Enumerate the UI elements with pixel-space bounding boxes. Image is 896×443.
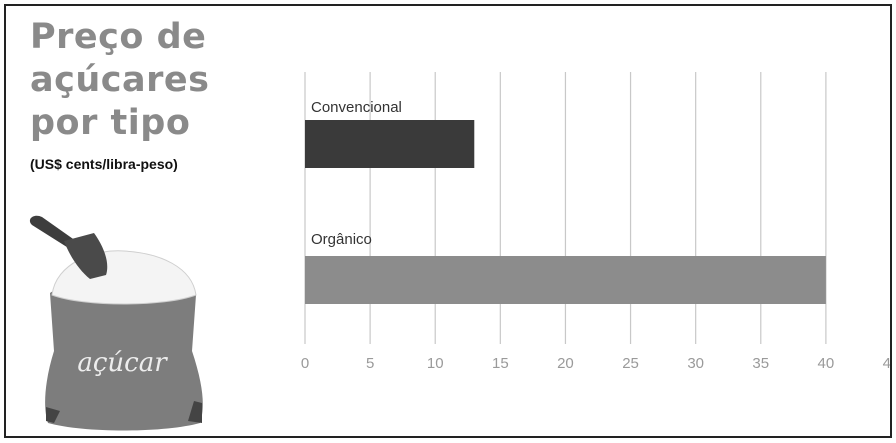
x-tick-label-45: 45 (883, 355, 890, 372)
bar-orgânico (305, 256, 826, 304)
category-label-orgânico: Orgânico (311, 231, 372, 248)
chart-subtitle: (US$ cents/libra-peso) (30, 156, 178, 172)
category-label-convencional: Convencional (311, 99, 402, 116)
x-tick-label-30: 30 (687, 355, 704, 372)
scoop-handle (29, 215, 76, 249)
bag-label: açúcar (77, 348, 168, 378)
bag-fold-right (188, 401, 202, 423)
x-tick-label-15: 15 (492, 355, 509, 372)
bag-fold-left (46, 407, 60, 423)
sugar-bag-icon: açúcar (29, 215, 203, 431)
bar-plot: 0 5 10 15 20 25 30 35 40 45 Convencional Orgânico (301, 72, 890, 372)
x-tick-label-35: 35 (752, 355, 769, 372)
x-tick-label-40: 40 (818, 355, 835, 372)
x-tick-label-10: 10 (427, 355, 444, 372)
x-tick-label-0: 0 (301, 355, 309, 372)
bag-body (45, 284, 203, 431)
chart-title: Preço de açúcares por tipo (30, 17, 210, 143)
scoop-cup (64, 233, 108, 279)
x-tick-label-20: 20 (557, 355, 574, 372)
chart-frame: Preço de açúcares por tipo (US$ cents/li… (4, 4, 892, 438)
bar-convencional (305, 120, 475, 168)
x-tick-label-5: 5 (366, 355, 374, 372)
x-tick-label-25: 25 (622, 355, 639, 372)
